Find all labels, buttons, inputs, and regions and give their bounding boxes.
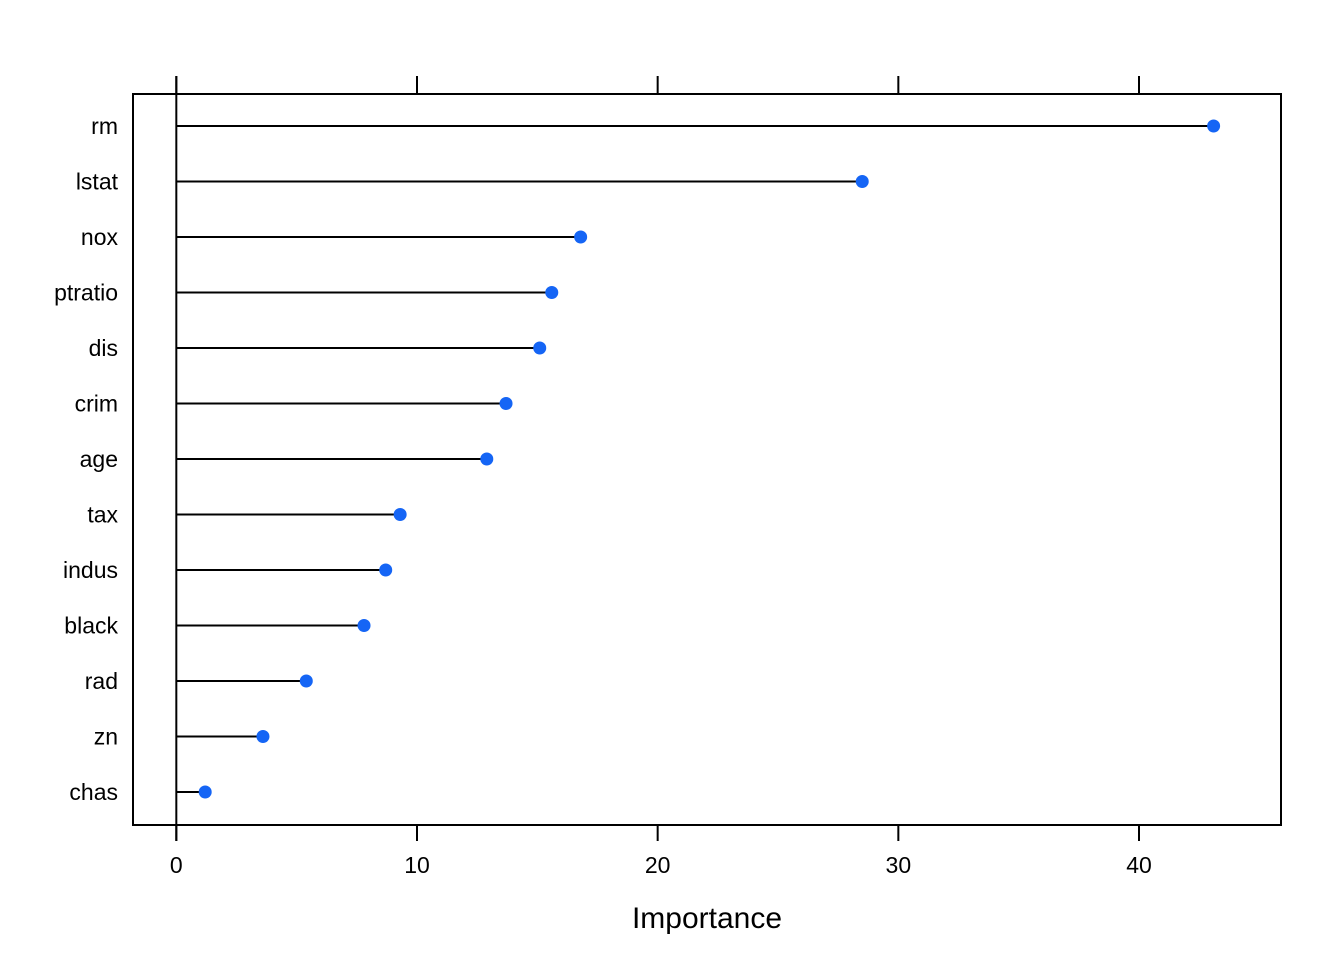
category-label-dis: dis (89, 335, 118, 361)
category-label-tax: tax (87, 502, 118, 528)
point-crim (499, 397, 513, 410)
category-label-crim: crim (75, 391, 118, 417)
point-ptratio (545, 286, 559, 299)
point-black (357, 619, 371, 632)
x-tick-label: 20 (645, 852, 671, 878)
x-tick-label: 0 (170, 852, 183, 878)
category-label-black: black (64, 613, 118, 639)
category-label-indus: indus (63, 557, 118, 583)
plot-frame (132, 93, 1282, 826)
bottom-axis: 0 10 20 30 40 (170, 825, 1152, 878)
points (198, 119, 1221, 799)
stems (176, 125, 1214, 793)
point-age (480, 452, 494, 466)
category-label-nox: nox (81, 224, 119, 250)
point-lstat (855, 175, 869, 188)
point-dis (533, 341, 547, 355)
x-tick-label: 30 (886, 852, 912, 878)
category-label-age: age (80, 446, 118, 472)
point-nox (574, 230, 588, 244)
point-rad (299, 674, 313, 688)
top-axis (175, 76, 1141, 94)
point-tax (393, 508, 407, 521)
point-chas (198, 785, 212, 799)
point-rm (1207, 119, 1221, 133)
category-labels: rm lstat nox ptratio dis crim age tax indus black… (54, 113, 119, 805)
point-zn (256, 730, 270, 743)
category-label-chas: chas (69, 779, 118, 805)
category-label-zn: zn (94, 724, 118, 750)
x-axis-label: Importance (632, 902, 782, 935)
point-indus (379, 563, 393, 577)
category-label-rad: rad (85, 668, 118, 694)
x-tick-label: 10 (404, 852, 430, 878)
category-label-lstat: lstat (76, 169, 119, 195)
category-label-rm: rm (91, 113, 118, 139)
category-label-ptratio: ptratio (54, 280, 118, 306)
x-tick-label: 40 (1126, 852, 1152, 878)
